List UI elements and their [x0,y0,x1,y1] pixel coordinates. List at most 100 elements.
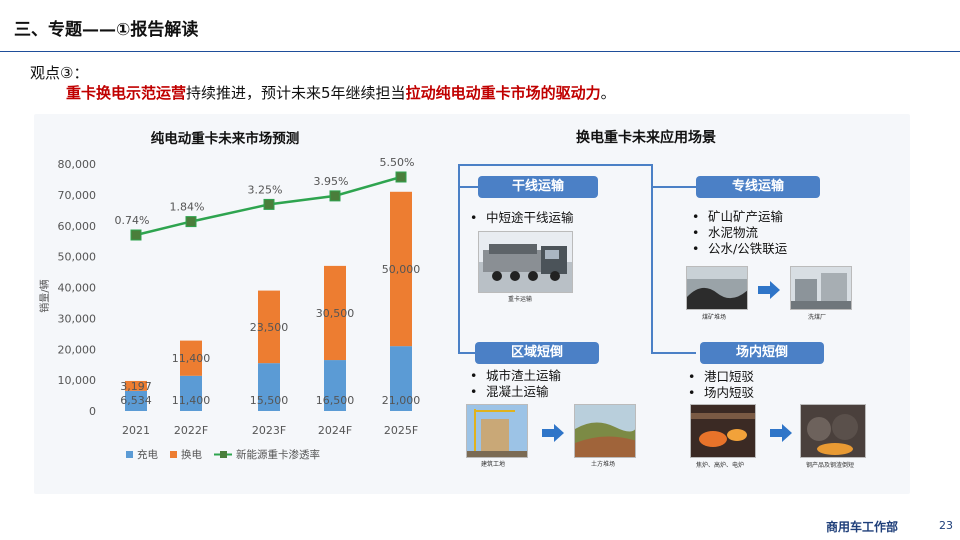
coal-washing-plant-photo [790,266,852,310]
arrow-right-icon [758,281,780,299]
chart-legend: 充电 换电 新能源重卡渗透率 [126,448,320,461]
bar-swapping [180,340,202,376]
scenario-regional-label: 区域短倒 [475,342,599,364]
viewpoint-statement: 重卡换电示范运营持续推进，预计未来5年继续担当拉动纯电动重卡市场的驱动力。 [66,82,616,103]
y-tick-label: 20,000 [58,343,97,356]
legend-label-penetration: 新能源重卡渗透率 [236,448,320,461]
statement-end: 。 [600,84,616,102]
y-tick-label: 0 [89,405,96,418]
market-forecast-chart: 纯电动重卡未来市场预测 销量/辆 0 10,000 20,000 30,000 40,0… [38,130,420,461]
scenario-dedicated-bullets: 矿山矿产运输 水泥物流 公水/公铁联运 [692,209,787,257]
x-tick-label: 2021 [122,424,150,437]
bar-label-charging: 21,000 [382,394,421,407]
y-tick-label: 30,000 [58,312,97,325]
chart-y-axis-label: 销量/辆 [38,279,51,312]
chart-title: 纯电动重卡未来市场预测 [151,130,300,147]
bar-label-swapping: 3,197 [120,380,152,393]
bar-label-charging: 16,500 [316,394,355,407]
x-tick-label: 2025F [384,424,418,437]
x-tick-label: 2024F [318,424,352,437]
slide-title: 三、专题——①报告解读 [14,20,199,40]
list-item: 混凝土运输 [470,384,561,400]
line-marker [263,198,275,210]
bar-series [125,191,412,411]
y-axis-ticks: 0 10,000 20,000 30,000 40,000 50,000 60,000 70,… [58,158,97,418]
photo-caption: 土方堆场 [591,461,616,468]
y-tick-label: 60,000 [58,220,97,233]
bar-label-swapping: 23,500 [250,321,289,334]
list-item: 中短途干线运输 [470,210,574,226]
photo-caption: 洗煤厂 [808,314,827,321]
bar-label-swapping: 50,000 [382,263,421,276]
connector-line [651,164,653,354]
steel-products-photo [800,404,866,458]
legend-label-swapping: 换电 [181,448,202,461]
bar-charging [258,363,280,411]
scenario-regional-bullets: 城市渣土运输 混凝土运输 [470,368,561,400]
x-tick-label: 2022F [174,424,208,437]
y-tick-label: 50,000 [58,251,97,264]
legend-marker-penetration [220,451,227,458]
list-item: 城市渣土运输 [470,368,561,384]
list-item: 水泥物流 [692,225,787,241]
line-data-label: 1.84% [170,201,205,214]
bar-swapping [324,265,346,361]
photo-caption: 钢产品及钢渣倒短 [806,462,855,469]
bar-charging [324,360,346,411]
x-axis-ticks: 2021 2022F 2023F 2024F 2025F [122,424,418,437]
list-item: 矿山矿产运输 [692,209,787,225]
scenario-onsite-bullets: 港口短驳 场内短驳 [688,369,754,401]
truck-photo [478,231,573,293]
photo-caption: 焦炉、高炉、电炉 [696,462,745,469]
photo-caption: 重卡运输 [508,296,533,303]
bar-swapping [125,380,147,391]
line-marker [130,229,142,241]
slide-header: 三、专题——①报告解读 [0,0,960,52]
legend-swatch-swapping [170,451,177,458]
y-tick-label: 80,000 [58,158,97,171]
line-marker [185,216,197,228]
line-marker [329,190,341,202]
scenario-trunk-label: 干线运输 [478,176,598,198]
line-data-label: 3.25% [248,183,283,196]
connector-line [458,186,478,188]
coal-yard-photo [686,266,748,310]
line-data-label: 5.50% [380,156,415,169]
photo-caption: 建筑工地 [481,461,506,468]
y-tick-label: 40,000 [58,282,97,295]
construction-site-photo [466,404,528,458]
scenario-onsite-label: 场内短倒 [700,342,824,364]
x-tick-label: 2023F [252,424,286,437]
y-tick-label: 70,000 [58,189,97,202]
y-tick-label: 10,000 [58,374,97,387]
list-item: 场内短驳 [688,385,754,401]
photo-caption: 煤矿堆场 [702,314,727,321]
statement-highlight-1: 重卡换电示范运营 [66,84,187,102]
statement-middle: 持续推进，预计未来5年继续担当 [186,84,406,102]
bar-charging [180,375,202,411]
connector-line [651,186,696,188]
list-item: 公水/公铁联运 [692,241,787,257]
bar-label-charging: 15,500 [250,394,289,407]
scenario-dedicated-label: 专线运输 [696,176,820,198]
earthwork-yard-photo [574,404,636,458]
statement-highlight-2: 拉动纯电动重卡市场的驱动力 [405,84,601,102]
bar-label-swapping: 30,500 [316,307,355,320]
bar-label-charging: 6,534 [120,394,152,407]
list-item: 港口短驳 [688,369,754,385]
bar-charging [390,346,412,411]
penetration-line: 0.74% 1.84% 3.25% 3.95% 5.50% [115,156,415,241]
bar-swapping [390,191,412,347]
bar-label-swapping: 11,400 [172,352,211,365]
viewpoint-label: 观点③： [30,64,89,82]
arrow-right-icon [770,424,792,442]
bar-label-charging: 11,400 [172,394,211,407]
legend-swatch-charging [126,451,133,458]
line-data-label: 3.95% [314,175,349,188]
page-number: 23 [939,519,953,532]
scenario-trunk-bullets: 中短途干线运输 [470,210,574,226]
legend-label-charging: 充电 [137,448,158,461]
connector-line [458,164,653,166]
connector-line [458,164,460,354]
